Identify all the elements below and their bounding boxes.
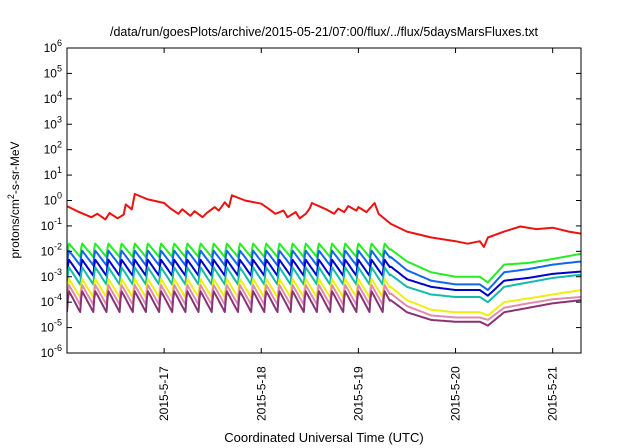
y-tick-label-10: 104 <box>44 89 62 106</box>
y-tick-label-11: 105 <box>44 63 62 80</box>
x-tick-label-3: 2015-5-20 <box>449 366 463 421</box>
x-tick-label-2: 2015-5-19 <box>351 366 365 421</box>
chart-title: /data/run/goesPlots/archive/2015-05-21/0… <box>110 25 539 39</box>
series-line-2 <box>67 249 581 291</box>
series-line-1 <box>67 242 581 284</box>
y-axis-label-base: protons/cm <box>8 199 22 258</box>
series-line-3 <box>67 258 581 297</box>
x-tick-label-0: 2015-5-17 <box>157 366 171 421</box>
y-tick-label-3: 10-3 <box>41 267 62 284</box>
series-line-7 <box>67 290 581 327</box>
y-tick-label-2: 10-4 <box>41 292 62 309</box>
y-tick-label-9: 103 <box>44 114 62 131</box>
series-line-5 <box>67 278 581 317</box>
y-axis-label-sup: 2 <box>6 194 16 199</box>
y-tick-label-1: 10-5 <box>41 318 62 335</box>
series-layer <box>67 193 581 327</box>
y-tick-label-8: 102 <box>44 140 62 157</box>
x-tick-label-4: 2015-5-21 <box>546 366 560 421</box>
y-axis-label-rest: -s-sr-MeV <box>8 141 22 194</box>
y-tick-label-4: 10-2 <box>41 241 62 258</box>
series-line-6 <box>67 284 581 321</box>
y-tick-label-12: 106 <box>44 38 62 55</box>
y-tick-label-7: 101 <box>44 165 62 182</box>
x-axis-label: Coordinated Universal Time (UTC) <box>224 430 423 445</box>
y-axis: 10-6 10-5 10-4 10-3 10-2 10-1 100 101 102 103 104 1… <box>41 38 581 360</box>
series-line-4 <box>67 266 581 304</box>
series-line-0 <box>67 193 581 248</box>
y-tick-label-0: 10-6 <box>41 343 62 360</box>
x-axis: 2015-5-17 2015-5-18 2015-5-19 2015-5-20 2015… <box>157 48 560 421</box>
y-axis-label: protons/cm2-s-sr-MeV <box>6 141 22 258</box>
x-tick-label-1: 2015-5-18 <box>254 366 268 421</box>
y-tick-label-5: 10-1 <box>41 216 62 233</box>
y-tick-label-6: 100 <box>44 191 62 208</box>
